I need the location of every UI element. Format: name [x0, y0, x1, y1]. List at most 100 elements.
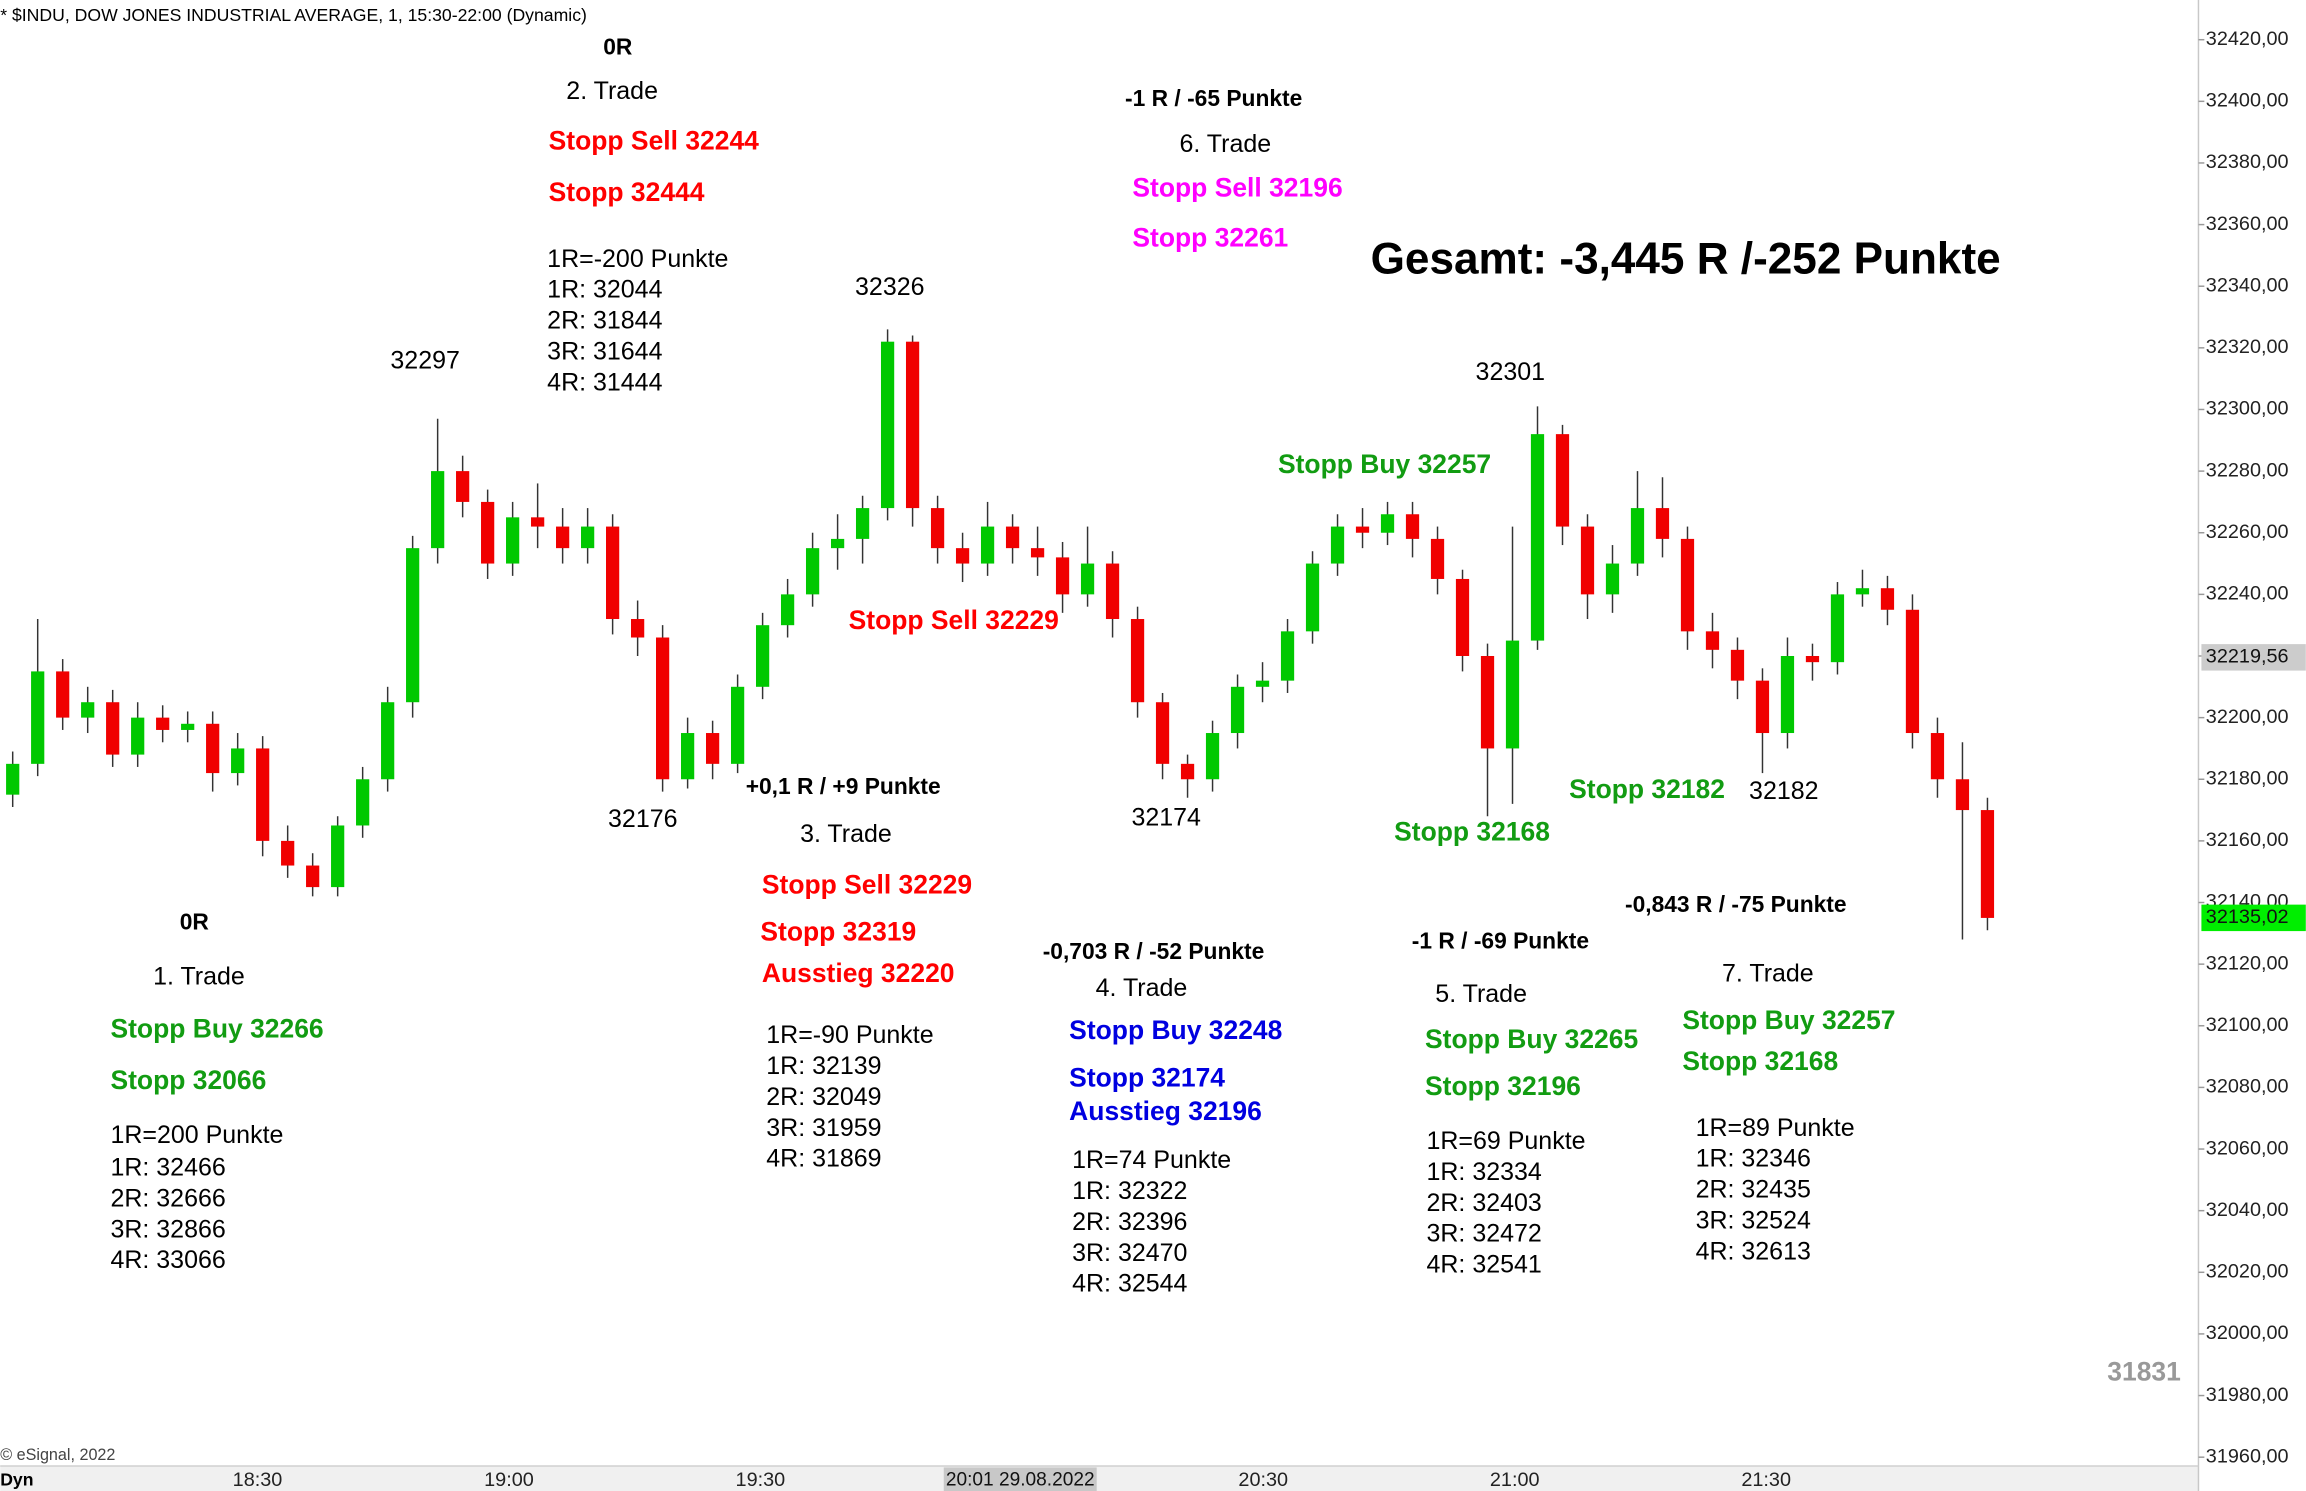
y-tick-label: 32360,00 [2206, 213, 2289, 235]
annotation: 32182 [1749, 777, 1818, 805]
annotation: 4R: 31869 [766, 1145, 881, 1173]
candle-body [1680, 538, 1695, 632]
annotation: 1R=-90 Punkte [766, 1021, 933, 1049]
annotation: 0R [180, 908, 209, 934]
annotation: 2R: 32396 [1072, 1208, 1187, 1236]
candle-body [1105, 563, 1120, 620]
annotation: Stopp 32261 [1132, 223, 1288, 253]
candle-body [31, 671, 45, 764]
annotation: 32301 [1476, 358, 1545, 386]
candle-body [1055, 557, 1070, 595]
candle-body [1080, 563, 1095, 595]
candle-body [855, 508, 870, 539]
y-tick-label: 32400,00 [2206, 90, 2289, 112]
candle-body [1455, 578, 1470, 656]
candle-body [1480, 655, 1495, 749]
candle-body [431, 471, 445, 549]
annotation: 1R: 32466 [110, 1154, 225, 1182]
annotation: Stopp Sell 32244 [549, 126, 760, 156]
price-label-box [2201, 904, 2306, 932]
annotation: Stopp 32182 [1569, 774, 1725, 804]
annotation: 1R: 32346 [1696, 1145, 1811, 1173]
annotation: 0R [603, 34, 632, 60]
x-tick-label: 18:30 [233, 1469, 283, 1491]
annotation: 2R: 32403 [1426, 1189, 1541, 1217]
annotation: 5. Trade [1435, 980, 1527, 1008]
crosshair-label: 20:01 29.08.2022 [946, 1470, 1095, 1491]
candle-body [1280, 631, 1295, 681]
y-tick-label: 32380,00 [2206, 151, 2289, 173]
annotation: -0,843 R / -75 Punkte [1625, 891, 1847, 917]
price-label-box [2201, 644, 2306, 671]
annotation: Stopp 32319 [760, 917, 916, 947]
annotation: Stopp 32168 [1682, 1046, 1838, 1076]
annotation: Stopp Sell 32196 [1132, 173, 1342, 203]
candle-body [1005, 526, 1020, 549]
candle-body [880, 341, 895, 509]
annotation: 4R: 31444 [547, 368, 662, 396]
candle-body [1305, 563, 1320, 632]
candle-body [381, 702, 395, 780]
annotation: 2R: 32049 [766, 1083, 881, 1111]
annotation: Stopp 32174 [1069, 1062, 1225, 1092]
candle-body [1580, 526, 1595, 595]
candle-body [6, 763, 20, 795]
candle-body [780, 594, 795, 626]
price-label: 32219,56 [2206, 646, 2289, 668]
candle-body [1755, 680, 1770, 734]
candle-body [581, 526, 595, 549]
annotation: 3R: 31644 [547, 337, 662, 365]
y-tick-label: 32240,00 [2206, 583, 2289, 605]
annotation: Stopp Buy 32248 [1069, 1015, 1282, 1045]
candle-body [1505, 640, 1520, 749]
annotation: 31831 [2107, 1356, 2181, 1386]
annotation: 3R: 31959 [766, 1114, 881, 1142]
annotation: © eSignal, 2022 [0, 1446, 115, 1464]
annotation: 1R=74 Punkte [1072, 1146, 1231, 1174]
annotation: Stopp 32168 [1394, 817, 1550, 847]
candle-body [1555, 434, 1570, 527]
annotation: 32174 [1131, 804, 1201, 832]
y-tick-label: 32260,00 [2206, 521, 2289, 543]
candle-body [705, 733, 720, 764]
candle-body [156, 717, 170, 730]
y-tick-label: 32180,00 [2206, 768, 2289, 790]
annotation: Stopp Buy 32266 [110, 1014, 323, 1044]
candle-body [1405, 514, 1420, 539]
candle-body [606, 526, 620, 620]
annotation: 32297 [390, 346, 459, 374]
candle-body [1730, 649, 1745, 681]
annotation: +0,1 R / +9 Punkte [746, 773, 941, 799]
y-tick-label: 32160,00 [2206, 829, 2289, 851]
annotation: 3R: 32866 [110, 1215, 225, 1243]
annotation: Ausstieg 32220 [762, 958, 955, 988]
y-tick-label: 32080,00 [2206, 1076, 2289, 1098]
candle-body [256, 748, 270, 841]
annotation: 32176 [608, 805, 677, 833]
candle-body [1430, 538, 1445, 579]
x-tick-label: 19:30 [736, 1469, 786, 1491]
annotation: Gesamt: -3,445 R /-252 Punkte [1371, 234, 2001, 283]
y-tick-label: 31980,00 [2206, 1384, 2289, 1406]
candle-body [955, 548, 970, 564]
y-tick-label: 32340,00 [2206, 274, 2289, 296]
annotation: * $INDU, DOW JONES INDUSTRIAL AVERAGE, 1… [0, 5, 587, 25]
y-tick-label: 32300,00 [2206, 398, 2289, 420]
candle-body [1980, 810, 1995, 918]
annotation: 2. Trade [566, 77, 658, 105]
y-tick-label: 32040,00 [2206, 1199, 2289, 1221]
annotation: 2R: 32666 [110, 1184, 225, 1212]
candle-body [1030, 548, 1045, 558]
annotation: 4R: 32544 [1072, 1270, 1187, 1298]
y-tick-label: 32420,00 [2206, 28, 2289, 50]
candle-body [1255, 680, 1270, 687]
y-tick-label: 32100,00 [2206, 1014, 2289, 1036]
annotation: 1R=-200 Punkte [547, 245, 728, 273]
candle-body [730, 686, 745, 764]
candle-body [456, 471, 470, 502]
x-tick-label: 21:00 [1490, 1469, 1540, 1491]
candle-body [1955, 779, 1970, 811]
candle-body [980, 526, 995, 564]
annotation: Stopp 32066 [110, 1065, 266, 1095]
